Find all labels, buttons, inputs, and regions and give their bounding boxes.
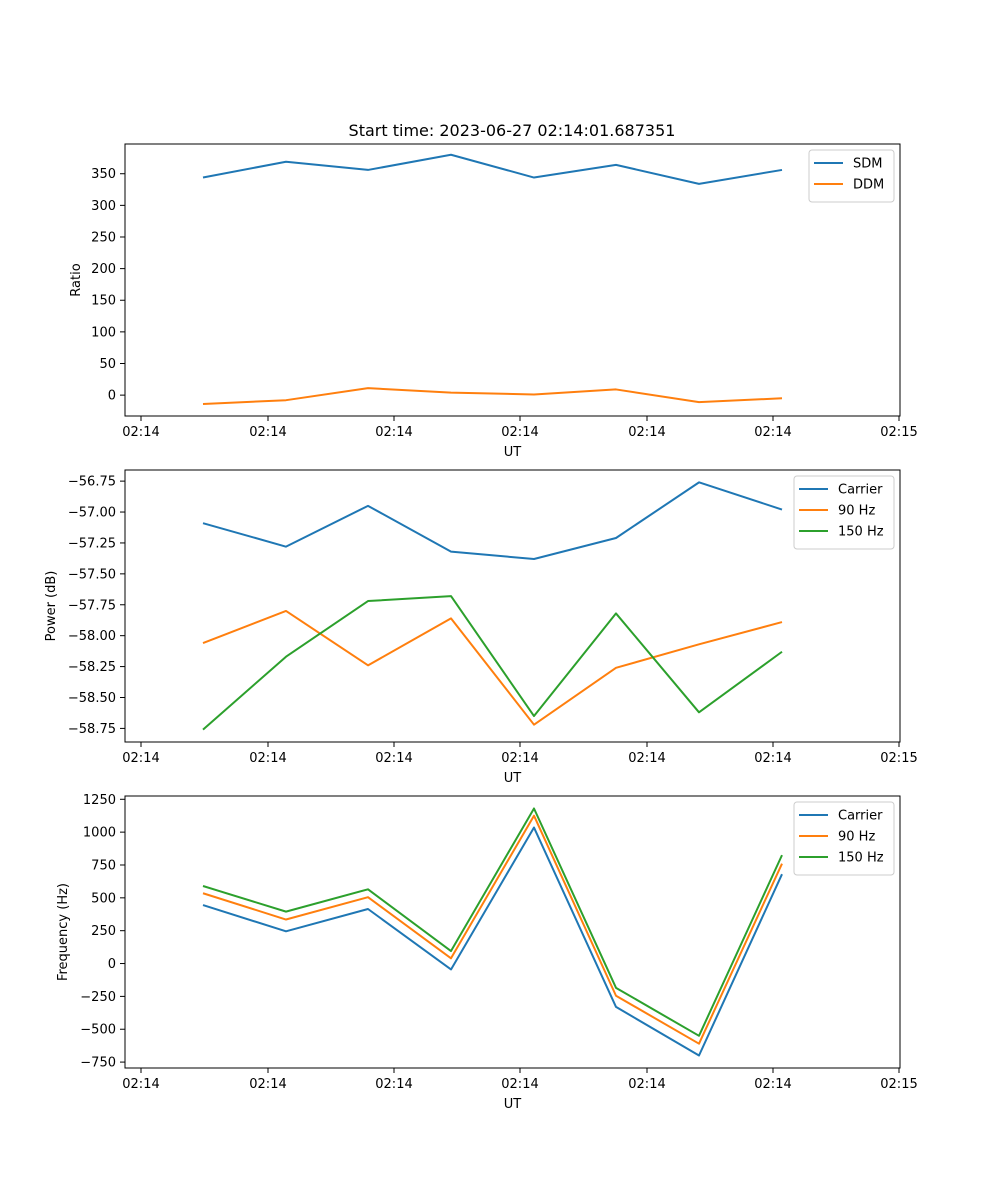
panel-1-y-tick-label-7: 300 bbox=[91, 199, 116, 214]
panel-3-series-line-2 bbox=[202, 814, 783, 1045]
panel-3-series-line-3 bbox=[202, 807, 783, 1037]
panel-3-y-tick-label-2: −500 bbox=[80, 1023, 116, 1038]
panel-1-x-tick-label-5: 02:14 bbox=[628, 425, 665, 440]
panel-2-x-tick-label-1: 02:14 bbox=[122, 751, 159, 766]
panel-3-y-tick-label-9: 1250 bbox=[83, 793, 116, 808]
panel-1-x-tick-label-3: 02:14 bbox=[375, 425, 412, 440]
panel-2-series-line-3 bbox=[202, 595, 783, 731]
panel-1-y-tick-label-4: 150 bbox=[91, 294, 116, 309]
panel-1-axes-frame bbox=[124, 143, 901, 417]
panel-3-x-tick-label-3: 02:14 bbox=[375, 1077, 412, 1092]
panel-2-y-tick-label-8: −57.00 bbox=[68, 506, 116, 521]
panel-3-x-tick-label-6: 02:14 bbox=[754, 1077, 791, 1092]
figure-title: Start time: 2023-06-27 02:14:01.687351 bbox=[349, 121, 676, 140]
panel-3-y-tick-label-4: 0 bbox=[108, 957, 116, 972]
panel-3: 02:14 02:14 02:14 02:14 02:14 02:14 02:15 −750 −… bbox=[56, 793, 918, 1112]
panel-2-axes-frame bbox=[124, 469, 901, 743]
panel-1-legend-label-1: SDM bbox=[853, 157, 882, 172]
panel-3-legend: Carrier 90 Hz 150 Hz bbox=[793, 801, 895, 876]
panel-2-series-line-1 bbox=[202, 481, 783, 561]
panel-2-x-tick-label-2: 02:14 bbox=[249, 751, 286, 766]
panel-1-y-axis-label: Ratio bbox=[69, 263, 84, 296]
panel-3-y-tick-label-1: −750 bbox=[80, 1056, 116, 1071]
panel-1-y-tick-label-1: 0 bbox=[108, 389, 116, 404]
panel-2-legend: Carrier 90 Hz 150 Hz bbox=[793, 475, 895, 550]
panel-3-x-tick-label-4: 02:14 bbox=[501, 1077, 538, 1092]
panel-1-legend-label-2: DDM bbox=[853, 178, 884, 193]
panel-1-x-tick-label-6: 02:14 bbox=[754, 425, 791, 440]
panel-1-x-tick-label-7: 02:15 bbox=[880, 425, 917, 440]
panel-1-series-line-1 bbox=[202, 153, 783, 185]
panel-2-y-tick-label-4: −58.00 bbox=[68, 629, 116, 644]
panel-2-y-tick-label-9: −56.75 bbox=[68, 475, 116, 490]
panel-2-x-tick-label-6: 02:14 bbox=[754, 751, 791, 766]
panel-2-x-tick-label-5: 02:14 bbox=[628, 751, 665, 766]
panel-3-y-tick-label-5: 250 bbox=[91, 924, 116, 939]
panel-3-x-tick-label-1: 02:14 bbox=[122, 1077, 159, 1092]
panel-3-x-axis-label: UT bbox=[504, 1097, 522, 1112]
panel-2-y-axis-label: Power (dB) bbox=[44, 571, 59, 642]
panel-3-series-line-1 bbox=[202, 826, 783, 1057]
panel-1-x-tick-label-1: 02:14 bbox=[122, 425, 159, 440]
panel-2-x-axis-label: UT bbox=[504, 771, 522, 786]
panel-3-y-tick-label-3: −250 bbox=[80, 990, 116, 1005]
panel-2-y-tick-label-6: −57.50 bbox=[68, 567, 116, 582]
panel-2: 02:14 02:14 02:14 02:14 02:14 02:14 02:15 −58.7… bbox=[44, 469, 918, 786]
panel-1-x-tick-label-2: 02:14 bbox=[249, 425, 286, 440]
panel-3-x-tick-label-7: 02:15 bbox=[880, 1077, 917, 1092]
panel-3-x-tick-label-2: 02:14 bbox=[249, 1077, 286, 1092]
panel-3-legend-label-1: Carrier bbox=[838, 809, 883, 824]
panel-3-x-tick-label-5: 02:14 bbox=[628, 1077, 665, 1092]
panel-2-y-tick-label-7: −57.25 bbox=[68, 536, 116, 551]
panels: 02:14 02:14 02:14 02:14 02:14 02:14 02:15 0 50 10… bbox=[44, 143, 918, 1112]
panel-1-y-tick-label-8: 350 bbox=[91, 167, 116, 182]
panel-3-legend-label-3: 150 Hz bbox=[838, 851, 884, 866]
panel-1-legend: SDM DDM bbox=[808, 149, 895, 203]
panel-1-y-tick-label-6: 250 bbox=[91, 230, 116, 245]
panel-2-series-line-2 bbox=[202, 609, 783, 726]
panel-2-x-tick-label-4: 02:14 bbox=[501, 751, 538, 766]
panel-3-y-tick-label-8: 1000 bbox=[83, 826, 116, 841]
panel-2-y-tick-label-1: −58.75 bbox=[68, 722, 116, 737]
panel-1-y-tick-label-3: 100 bbox=[91, 325, 116, 340]
panel-2-y-tick-label-5: −57.75 bbox=[68, 598, 116, 613]
panel-1-x-axis-label: UT bbox=[504, 445, 522, 460]
panel-3-y-axis-label: Frequency (Hz) bbox=[56, 883, 71, 981]
panel-2-legend-label-2: 90 Hz bbox=[838, 504, 875, 519]
panel-1-x-tick-label-4: 02:14 bbox=[501, 425, 538, 440]
panel-3-axes-frame bbox=[124, 795, 901, 1069]
panel-2-x-tick-label-3: 02:14 bbox=[375, 751, 412, 766]
panel-1-y-tick-label-2: 50 bbox=[99, 357, 116, 372]
panel-1-series-line-2 bbox=[202, 387, 783, 405]
panel-2-y-tick-label-2: −58.50 bbox=[68, 691, 116, 706]
panel-2-legend-label-1: Carrier bbox=[838, 483, 883, 498]
panel-2-y-tick-label-3: −58.25 bbox=[68, 660, 116, 675]
panel-2-legend-label-3: 150 Hz bbox=[838, 525, 884, 540]
panel-3-y-tick-label-7: 750 bbox=[91, 858, 116, 873]
panel-2-x-tick-label-7: 02:15 bbox=[880, 751, 917, 766]
panel-1-y-tick-label-5: 200 bbox=[91, 262, 116, 277]
panel-1: 02:14 02:14 02:14 02:14 02:14 02:14 02:15 0 50 10… bbox=[69, 143, 918, 460]
panel-3-y-tick-label-6: 500 bbox=[91, 891, 116, 906]
panel-3-legend-label-2: 90 Hz bbox=[838, 830, 875, 845]
